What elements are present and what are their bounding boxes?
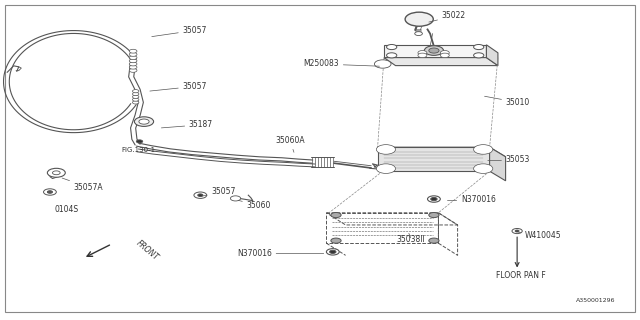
Circle shape bbox=[129, 52, 137, 56]
Circle shape bbox=[428, 196, 440, 202]
Polygon shape bbox=[486, 45, 498, 66]
Circle shape bbox=[132, 90, 139, 93]
Text: 35057: 35057 bbox=[152, 26, 207, 36]
Polygon shape bbox=[378, 147, 490, 171]
Circle shape bbox=[47, 191, 52, 193]
Circle shape bbox=[429, 238, 439, 243]
Circle shape bbox=[380, 165, 392, 172]
Circle shape bbox=[132, 95, 139, 99]
Text: FIG.130-1: FIG.130-1 bbox=[122, 142, 156, 153]
Circle shape bbox=[129, 65, 137, 69]
Circle shape bbox=[440, 51, 449, 55]
Circle shape bbox=[376, 164, 396, 173]
Circle shape bbox=[129, 49, 137, 53]
Text: 35053: 35053 bbox=[488, 156, 530, 164]
Circle shape bbox=[429, 48, 439, 53]
Circle shape bbox=[387, 44, 397, 50]
Text: 35187: 35187 bbox=[161, 120, 213, 129]
Text: FLOOR PAN F: FLOOR PAN F bbox=[496, 271, 546, 280]
Circle shape bbox=[424, 46, 444, 55]
Circle shape bbox=[474, 44, 484, 50]
Text: 35010: 35010 bbox=[484, 96, 530, 107]
Circle shape bbox=[194, 192, 207, 198]
Circle shape bbox=[129, 62, 137, 66]
Polygon shape bbox=[384, 45, 486, 58]
Circle shape bbox=[136, 140, 143, 143]
Circle shape bbox=[331, 212, 341, 218]
Circle shape bbox=[47, 168, 65, 177]
Text: 35057: 35057 bbox=[200, 188, 236, 196]
Circle shape bbox=[376, 145, 396, 154]
Circle shape bbox=[129, 56, 137, 60]
Circle shape bbox=[474, 164, 493, 173]
Circle shape bbox=[326, 249, 339, 255]
Circle shape bbox=[129, 68, 137, 72]
Polygon shape bbox=[378, 147, 506, 157]
Text: W410045: W410045 bbox=[518, 231, 561, 240]
Circle shape bbox=[405, 12, 433, 26]
Circle shape bbox=[134, 117, 154, 126]
Circle shape bbox=[331, 238, 341, 243]
Text: 35060: 35060 bbox=[238, 200, 271, 210]
Circle shape bbox=[474, 53, 484, 58]
Circle shape bbox=[230, 196, 241, 201]
Circle shape bbox=[198, 194, 203, 196]
Circle shape bbox=[44, 189, 56, 195]
Text: N370016: N370016 bbox=[447, 196, 495, 204]
Circle shape bbox=[132, 101, 139, 104]
Circle shape bbox=[429, 212, 439, 218]
Text: 0104S: 0104S bbox=[54, 205, 79, 214]
Text: M250083: M250083 bbox=[303, 60, 380, 68]
Circle shape bbox=[431, 197, 437, 201]
Circle shape bbox=[374, 60, 391, 68]
Circle shape bbox=[139, 119, 149, 124]
Circle shape bbox=[330, 250, 336, 253]
Text: N370016: N370016 bbox=[237, 249, 324, 258]
Text: 35022: 35022 bbox=[429, 12, 466, 22]
Circle shape bbox=[440, 53, 449, 58]
Circle shape bbox=[132, 92, 139, 96]
Circle shape bbox=[515, 230, 519, 232]
Circle shape bbox=[378, 61, 388, 67]
Text: 35057: 35057 bbox=[150, 82, 207, 91]
Circle shape bbox=[415, 32, 422, 36]
Circle shape bbox=[387, 53, 397, 58]
Text: 35060A: 35060A bbox=[275, 136, 305, 152]
Circle shape bbox=[477, 146, 490, 153]
Circle shape bbox=[418, 53, 427, 58]
Text: 35038II: 35038II bbox=[397, 233, 426, 244]
Circle shape bbox=[477, 165, 490, 172]
Circle shape bbox=[474, 145, 493, 154]
Circle shape bbox=[512, 228, 522, 234]
Text: FRONT: FRONT bbox=[134, 238, 160, 262]
Circle shape bbox=[132, 98, 139, 101]
Circle shape bbox=[380, 146, 392, 153]
Circle shape bbox=[52, 171, 60, 175]
Polygon shape bbox=[490, 147, 506, 181]
Circle shape bbox=[129, 59, 137, 63]
Text: A350001296: A350001296 bbox=[576, 298, 616, 303]
Polygon shape bbox=[384, 58, 498, 66]
Circle shape bbox=[418, 51, 427, 55]
Text: 35057A: 35057A bbox=[62, 178, 103, 192]
